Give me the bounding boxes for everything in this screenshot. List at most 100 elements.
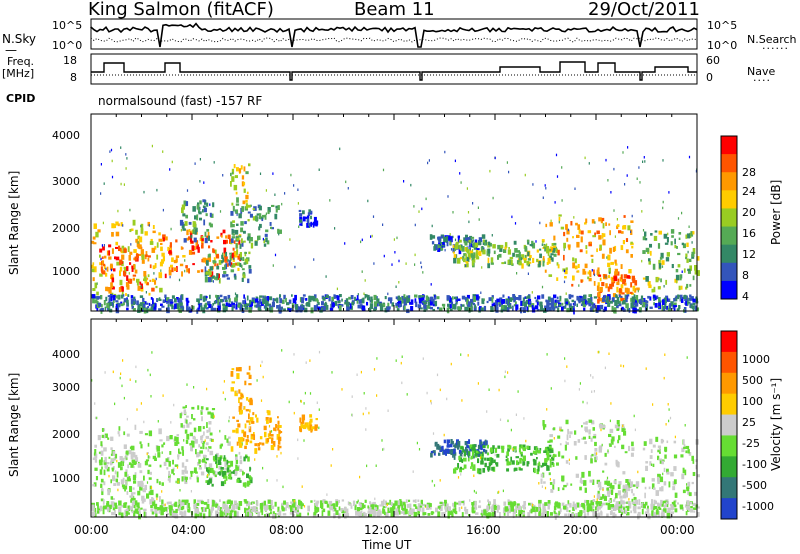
power-cell — [569, 305, 574, 312]
velocity-cell — [164, 503, 166, 506]
power-cell — [614, 235, 616, 238]
velocity-cell — [419, 505, 423, 508]
velocity-cell — [184, 429, 188, 434]
velocity-cell — [210, 467, 214, 474]
power-cell — [690, 231, 694, 237]
power-cell — [138, 236, 143, 243]
power-cell — [636, 308, 640, 312]
power-cell — [245, 194, 249, 200]
velocity-cell — [645, 367, 647, 370]
freq-tick-bottom: 8 — [70, 71, 77, 84]
velocity-cell — [278, 425, 282, 428]
power-cell — [243, 182, 246, 186]
velocity-cell — [691, 455, 695, 461]
power-cell — [459, 256, 463, 260]
velocity-cell — [100, 450, 104, 456]
power-cell — [401, 295, 404, 302]
velocity-cell — [251, 509, 255, 513]
power-cell — [132, 308, 136, 312]
velocity-cell — [209, 450, 214, 456]
velocity-cell — [113, 457, 116, 461]
velocity-cell — [244, 380, 247, 386]
velocity-cell — [315, 418, 318, 421]
power-cell — [178, 297, 182, 304]
power-cell — [274, 213, 278, 220]
power-cell — [188, 221, 192, 225]
velocity-cell — [126, 433, 130, 437]
velocity-cell — [522, 506, 526, 510]
velocity-cell — [267, 499, 271, 504]
velocity-cell — [460, 450, 463, 456]
velocity-cell — [692, 472, 696, 477]
power-cell — [265, 237, 268, 243]
power-cell — [545, 306, 549, 312]
velocity-cell — [443, 433, 445, 437]
velocity-cell — [398, 503, 401, 508]
velocity-cell — [377, 509, 381, 515]
power-cell — [481, 234, 486, 239]
power-cell — [213, 249, 217, 254]
power-cell — [226, 263, 229, 267]
power-cell — [205, 296, 208, 299]
power-cell — [556, 262, 559, 266]
velocity-cell — [486, 410, 488, 413]
power-cell — [240, 257, 243, 261]
power-cell — [480, 246, 483, 253]
velocity-cell — [194, 439, 198, 444]
power-cell — [429, 234, 433, 240]
velocity-cell — [263, 425, 267, 431]
power-cell — [675, 269, 679, 273]
velocity-cell — [193, 427, 197, 433]
power-cell — [607, 302, 611, 308]
velocity-cell — [106, 466, 110, 472]
power-cell — [516, 272, 518, 275]
power-cell — [306, 222, 310, 228]
freq-panel-frame — [90, 53, 698, 85]
velocity-cell — [184, 468, 187, 473]
velocity-cell — [450, 362, 452, 366]
velocity-cell — [186, 415, 189, 418]
velocity-cell — [480, 456, 482, 459]
velocity-cell — [182, 424, 186, 429]
power-cell — [642, 236, 646, 241]
velocity-cell — [150, 395, 152, 398]
velocity-cell — [204, 507, 207, 512]
power-cell — [171, 267, 174, 273]
velocity-cell — [433, 484, 436, 487]
power-cell — [256, 301, 260, 308]
velocity-cell — [292, 502, 296, 508]
velocity-cell — [116, 459, 118, 463]
velocity-cell — [236, 390, 238, 394]
power-cell — [689, 294, 692, 298]
velocity-cell — [342, 510, 345, 513]
power-cell — [599, 304, 604, 310]
velocity-cell — [628, 502, 632, 509]
power-cell — [563, 254, 565, 261]
velocity-cell — [246, 372, 250, 375]
power-cell — [316, 303, 319, 309]
power-cell — [653, 286, 656, 293]
power-cell — [428, 301, 431, 306]
power-cell — [688, 297, 692, 301]
power-cell — [341, 298, 343, 302]
power-cell — [431, 224, 433, 228]
power-cell — [223, 252, 226, 258]
power-cell — [576, 295, 579, 301]
power-cell — [508, 259, 512, 266]
velocity-cell — [211, 413, 215, 419]
power-cell — [297, 306, 300, 312]
power-cell — [692, 275, 695, 281]
velocity-cell — [169, 507, 172, 514]
velocity-cell — [453, 468, 457, 474]
velocity-cell — [249, 440, 253, 444]
power-cell — [205, 271, 209, 275]
velocity-cell — [132, 487, 135, 490]
power-cell — [686, 233, 691, 239]
velocity-cell — [144, 433, 148, 436]
velocity-cell — [230, 500, 233, 506]
velocity-cell — [549, 512, 553, 516]
power-cell — [183, 200, 187, 207]
power-cell — [110, 268, 113, 272]
velocity-cell — [567, 503, 570, 506]
velocity-cell — [416, 441, 418, 445]
